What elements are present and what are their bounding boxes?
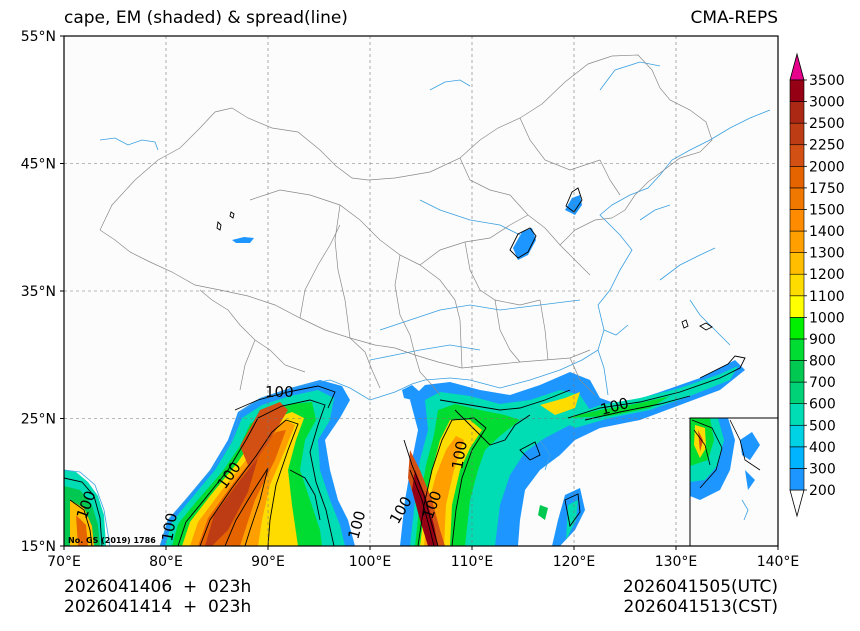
longitude-label: 140°E bbox=[757, 554, 800, 570]
colorbar-tick-label: 900 bbox=[809, 332, 836, 348]
colorbar-tick-label: 1300 bbox=[809, 246, 845, 262]
colorbar-tick-label: 2000 bbox=[809, 159, 845, 175]
coastlines bbox=[64, 61, 771, 546]
longitude-label: 70°E bbox=[47, 554, 81, 570]
latitude-label: 35°N bbox=[21, 284, 56, 300]
valid-time-cst: 2026041513(CST) bbox=[623, 597, 778, 617]
model-name: CMA-REPS bbox=[690, 8, 778, 28]
colorbar-tick-label: 700 bbox=[809, 375, 836, 391]
cape-shading-west bbox=[64, 470, 106, 546]
longitude-label: 90°E bbox=[251, 554, 285, 570]
init-time-cst: 2026041414 + 023h bbox=[64, 597, 252, 617]
latitude-label: 25°N bbox=[21, 412, 56, 428]
valid-time-block: 2026041505(UTC) 2026041513(CST) bbox=[623, 577, 778, 617]
cape-shading-south-china-sea bbox=[400, 360, 745, 546]
colorbar-cell bbox=[789, 166, 805, 189]
valid-time-utc: 2026041505(UTC) bbox=[622, 577, 778, 597]
colorbar-cell bbox=[789, 273, 805, 297]
south-china-sea-inset bbox=[689, 417, 779, 547]
colorbar-tick-label: 1100 bbox=[809, 289, 845, 305]
longitude-label: 80°E bbox=[149, 554, 183, 570]
init-time-utc: 2026041406 + 023h bbox=[64, 577, 252, 597]
colorbar-tick-label: 2500 bbox=[809, 116, 845, 132]
colorbar-tick-label: 400 bbox=[809, 440, 836, 456]
colorbar-cell bbox=[789, 209, 805, 232]
colorbar-cell bbox=[789, 122, 805, 146]
latitude-label: 55°N bbox=[21, 29, 56, 45]
colorbar-cell bbox=[789, 403, 805, 426]
colorbar-tick-label: 2250 bbox=[809, 138, 845, 154]
colorbar-cell bbox=[789, 468, 805, 491]
gridlines bbox=[64, 36, 778, 546]
colorbar-extend-max bbox=[789, 52, 805, 81]
colorbar-tick-label: 300 bbox=[809, 461, 836, 477]
colorbar-cell bbox=[789, 381, 805, 404]
colorbar: 200 300 400 500 600 700 800 900 1000 1100 1200 1300… bbox=[789, 52, 845, 518]
map-approval-number: No. GS (2019) 1786 bbox=[68, 536, 156, 545]
colorbar-cell bbox=[789, 230, 805, 253]
colorbar-tick-label: 200 bbox=[809, 483, 836, 499]
latitude-label: 45°N bbox=[21, 157, 56, 173]
longitude-label: 110°E bbox=[451, 554, 494, 570]
colorbar-cell bbox=[789, 446, 805, 469]
cape-shading-bay-of-bengal bbox=[160, 380, 355, 546]
colorbar-cell bbox=[789, 144, 805, 167]
longitude-label: 130°E bbox=[655, 554, 698, 570]
map-title: cape, EM (shaded) & spread(line) bbox=[64, 8, 348, 28]
longitude-labels: 70°E 80°E 90°E 100°E 110°E 120°E 130°E 1… bbox=[47, 554, 799, 570]
colorbar-cell bbox=[789, 187, 805, 210]
colorbar-tick-label: 1500 bbox=[809, 202, 845, 218]
colorbar-tick-label: 3000 bbox=[809, 95, 845, 111]
contour-label: 100 bbox=[265, 383, 294, 401]
colorbar-extend-min bbox=[789, 489, 805, 518]
colorbar-cell bbox=[789, 79, 805, 102]
colorbar-tick-label: 800 bbox=[809, 354, 836, 370]
colorbar-cell bbox=[789, 424, 805, 448]
colorbar-cell bbox=[789, 317, 805, 340]
colorbar-cell bbox=[789, 101, 805, 124]
colorbar-cell bbox=[789, 360, 805, 383]
colorbar-tick-label: 3500 bbox=[809, 73, 845, 89]
borders bbox=[99, 54, 713, 396]
contour-label: 100 bbox=[448, 439, 471, 470]
colorbar-tick-label: 1750 bbox=[809, 181, 845, 197]
colorbar-tick-label: 600 bbox=[809, 397, 836, 413]
axis-ticks bbox=[60, 35, 779, 550]
latitude-labels: 55°N 45°N 35°N 25°N 15°N bbox=[21, 29, 56, 555]
colorbar-tick-label: 1400 bbox=[809, 224, 845, 240]
colorbar-tick-label: 500 bbox=[809, 418, 836, 434]
colorbar-cell bbox=[789, 338, 805, 361]
longitude-label: 100°E bbox=[349, 554, 392, 570]
colorbar-cell bbox=[789, 295, 805, 318]
longitude-label: 120°E bbox=[553, 554, 596, 570]
init-time-block: 2026041406 + 023h 2026041414 + 023h bbox=[64, 577, 251, 617]
contour-label: 100 bbox=[158, 511, 181, 542]
colorbar-tick-label: 1200 bbox=[809, 267, 845, 283]
cape-shading-inland bbox=[232, 195, 582, 400]
colorbar-tick-label: 1000 bbox=[809, 310, 845, 326]
colorbar-cell bbox=[789, 252, 805, 275]
spread-contours bbox=[64, 187, 746, 546]
latitude-label: 15°N bbox=[21, 539, 56, 555]
